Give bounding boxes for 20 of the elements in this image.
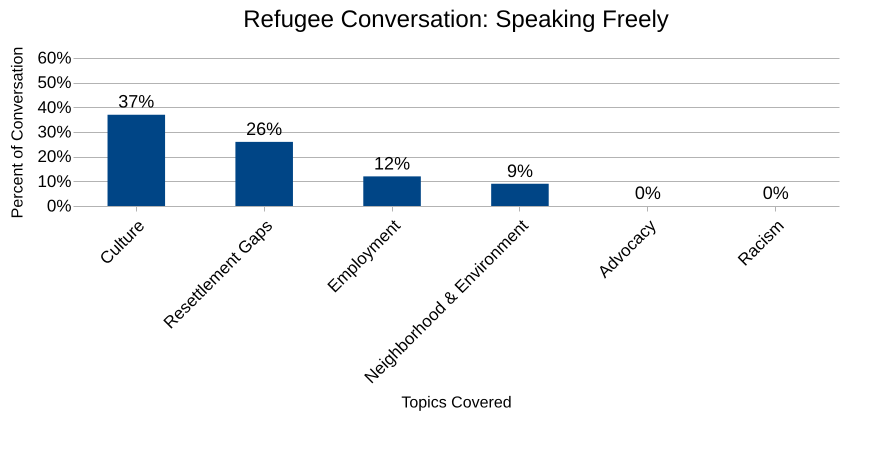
y-tick-label: 50% xyxy=(37,73,72,92)
y-axis-title: Percent of Conversation xyxy=(9,46,26,218)
data-label: 0% xyxy=(762,183,789,203)
data-label: 0% xyxy=(634,183,661,203)
chart-title: Refugee Conversation: Speaking Freely xyxy=(243,6,669,34)
y-tick-label: 10% xyxy=(37,172,72,191)
x-axis-title: Topics Covered xyxy=(401,394,512,412)
bar xyxy=(363,176,421,206)
bar xyxy=(491,184,549,206)
y-tick-label: 0% xyxy=(46,196,72,216)
bar xyxy=(235,142,293,206)
y-tick-label: 30% xyxy=(37,122,72,142)
data-label: 9% xyxy=(506,160,533,181)
y-tick-label: 60% xyxy=(37,48,72,68)
y-tick-label: 20% xyxy=(37,147,72,166)
data-label: 37% xyxy=(118,92,154,112)
data-label: 12% xyxy=(374,153,410,174)
data-label: 26% xyxy=(246,118,282,139)
bar xyxy=(108,114,166,206)
y-tick-label: 40% xyxy=(37,98,72,117)
